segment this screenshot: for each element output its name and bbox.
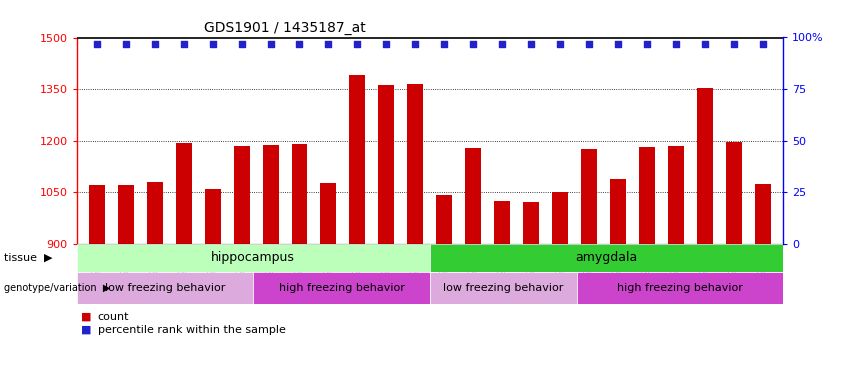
Point: [582, 40, 596, 46]
Point: [408, 40, 422, 46]
Point: [640, 40, 654, 46]
Bar: [610, 180, 625, 244]
Point: [351, 40, 364, 46]
Bar: [465, 148, 481, 244]
Bar: [350, 75, 365, 244]
Point: [148, 40, 162, 46]
Point: [466, 40, 480, 46]
Point: [235, 40, 248, 46]
Bar: [552, 192, 568, 244]
Bar: [430, 244, 783, 272]
Point: [380, 40, 393, 46]
Text: high freezing behavior: high freezing behavior: [278, 283, 404, 293]
Point: [264, 40, 277, 46]
Bar: [755, 184, 771, 244]
Text: ■: ■: [81, 325, 91, 335]
Bar: [379, 85, 394, 244]
Bar: [494, 201, 510, 244]
Bar: [437, 195, 452, 244]
Text: count: count: [98, 312, 129, 322]
Bar: [234, 146, 249, 244]
Bar: [254, 272, 430, 304]
Bar: [577, 272, 783, 304]
Bar: [321, 183, 336, 244]
Point: [756, 40, 769, 46]
Text: amygdala: amygdala: [575, 251, 637, 264]
Bar: [697, 88, 713, 244]
Point: [669, 40, 683, 46]
Text: GDS1901 / 1435187_at: GDS1901 / 1435187_at: [203, 21, 365, 35]
Point: [90, 40, 104, 46]
Point: [553, 40, 567, 46]
Point: [437, 40, 451, 46]
Point: [495, 40, 509, 46]
Point: [698, 40, 711, 46]
Point: [524, 40, 538, 46]
Text: ■: ■: [81, 312, 91, 322]
Bar: [726, 142, 742, 244]
Point: [206, 40, 220, 46]
Text: percentile rank within the sample: percentile rank within the sample: [98, 325, 286, 335]
Bar: [430, 272, 577, 304]
Bar: [668, 146, 683, 244]
Bar: [581, 149, 597, 244]
Point: [322, 40, 335, 46]
Bar: [408, 84, 423, 244]
Point: [293, 40, 306, 46]
Text: low freezing behavior: low freezing behavior: [105, 283, 225, 293]
Bar: [146, 182, 163, 244]
Point: [727, 40, 740, 46]
Bar: [89, 184, 105, 244]
Point: [177, 40, 191, 46]
Text: high freezing behavior: high freezing behavior: [617, 283, 743, 293]
Text: hippocampus: hippocampus: [211, 251, 295, 264]
Bar: [77, 272, 254, 304]
Bar: [263, 145, 278, 244]
Bar: [77, 244, 430, 272]
Bar: [639, 147, 654, 244]
Point: [119, 40, 133, 46]
Bar: [523, 202, 539, 244]
Point: [611, 40, 625, 46]
Bar: [292, 144, 307, 244]
Text: low freezing behavior: low freezing behavior: [443, 283, 563, 293]
Text: genotype/variation  ▶: genotype/variation ▶: [4, 283, 111, 293]
Bar: [205, 189, 220, 244]
Bar: [176, 143, 191, 244]
Text: tissue  ▶: tissue ▶: [4, 253, 53, 263]
Bar: [117, 185, 134, 244]
